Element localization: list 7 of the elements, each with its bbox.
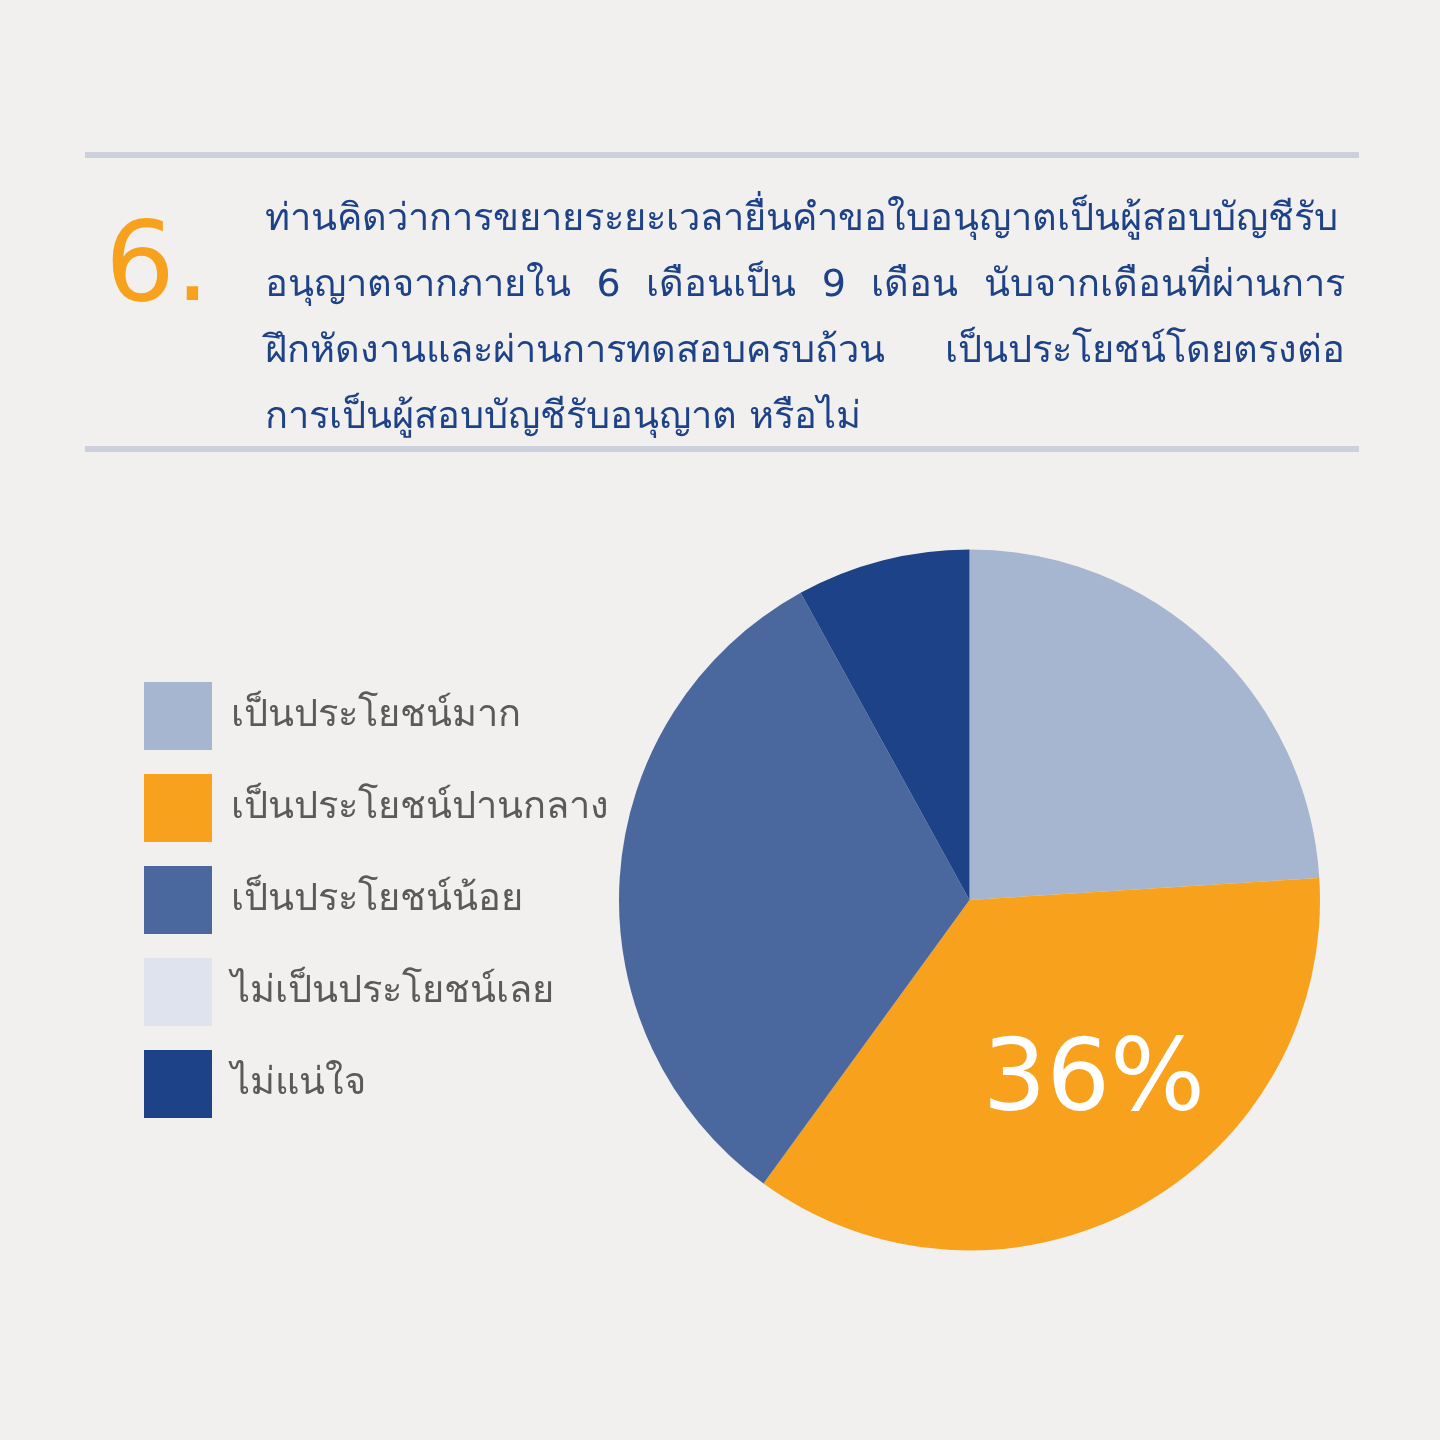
data-label: 36%: [982, 1016, 1206, 1134]
legend-label: เป็นประโยชน์น้อย: [231, 873, 523, 919]
legend-label: ไม่เป็นประโยชน์เลย: [228, 965, 554, 1011]
legend-label: เป็นประโยชน์มาก: [231, 689, 521, 735]
legend-label: ไม่แน่ใจ: [228, 1058, 366, 1103]
legend-label: เป็นประโยชน์ปานกลาง: [231, 781, 609, 827]
chart-title: 6.: [105, 198, 210, 326]
